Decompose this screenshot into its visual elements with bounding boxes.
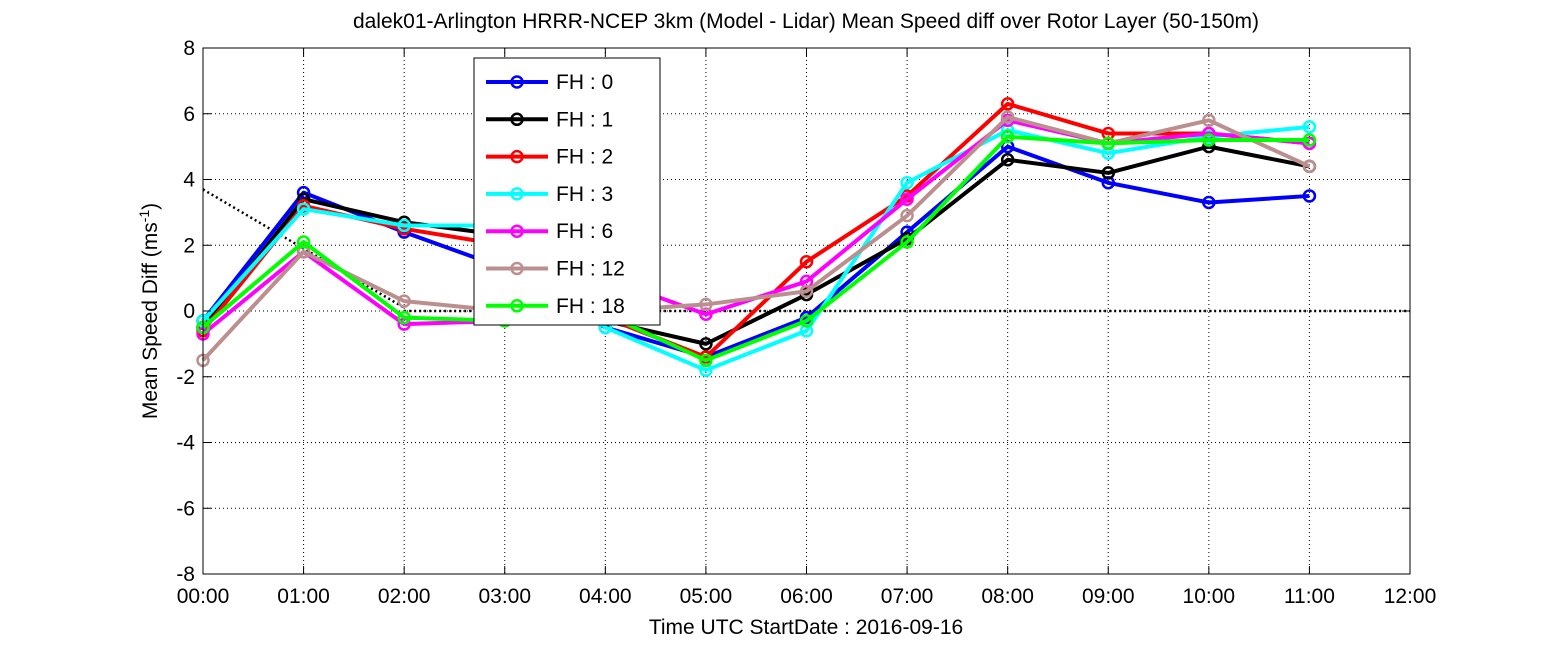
legend-marker — [510, 224, 524, 238]
x-tick-label: 11:00 — [1284, 585, 1335, 608]
series-line — [201, 134, 1310, 363]
legend-marker — [510, 187, 524, 201]
x-axis-label: Time UTC StartDate : 2016-09-16 — [649, 616, 963, 639]
y-tick-label: 4 — [183, 169, 195, 192]
series-line — [201, 144, 1310, 346]
data-point — [900, 192, 914, 206]
data-point — [1101, 136, 1115, 151]
x-tick-label: 10:00 — [1183, 585, 1236, 608]
data-point — [699, 337, 713, 351]
legend-marker — [510, 299, 524, 313]
y-axis-label-main: Mean Speed Diff (ms — [139, 222, 162, 419]
legend-label: FH : 3 — [556, 183, 613, 206]
x-tick-label: 03:00 — [478, 585, 531, 608]
data-point — [900, 235, 914, 249]
y-tick-label: -4 — [176, 432, 195, 455]
y-tick-label: -8 — [176, 563, 195, 586]
data-point — [1202, 113, 1216, 128]
data-point — [397, 218, 411, 233]
data-point — [1302, 189, 1317, 203]
data-point — [1000, 110, 1015, 124]
legend-label: FH : 12 — [556, 258, 625, 281]
data-point — [799, 254, 814, 269]
series-line — [201, 124, 1310, 373]
data-point — [699, 297, 713, 312]
chart-title: dalek01-Arlington HRRR-NCEP 3km (Model -… — [353, 10, 1259, 33]
legend-label: FH : 6 — [556, 220, 613, 243]
x-tick-label: 09:00 — [1082, 585, 1135, 608]
y-tick-label: 2 — [183, 234, 195, 257]
y-tick-label: 6 — [183, 103, 195, 126]
data-point — [296, 202, 311, 216]
y-tick-label: -6 — [176, 497, 195, 520]
x-tick-label: 02:00 — [378, 585, 431, 608]
data-point — [296, 235, 311, 249]
y-tick-label: 8 — [183, 37, 195, 60]
data-point — [799, 314, 814, 328]
data-point — [1302, 159, 1317, 174]
legend-marker — [510, 149, 524, 164]
data-point — [900, 176, 914, 190]
data-point — [1101, 166, 1115, 180]
legend-label: FH : 1 — [556, 108, 613, 131]
legend-label: FH : 0 — [556, 71, 613, 94]
data-point — [799, 284, 814, 299]
data-point — [1202, 195, 1216, 210]
legend-label: FH : 18 — [556, 295, 625, 318]
legend-marker — [510, 261, 524, 276]
x-tick-label: 08:00 — [981, 585, 1034, 608]
series-line — [201, 101, 1310, 360]
data-point — [1000, 97, 1015, 111]
x-tick-label: 01:00 — [277, 585, 330, 608]
data-point — [1202, 133, 1216, 147]
data-point — [1302, 120, 1317, 134]
x-tick-label: 00:00 — [177, 585, 230, 608]
data-point — [397, 294, 411, 308]
series-line — [201, 115, 1311, 362]
legend: FH : 0 FH : 1 FH : 2 FH : 3 FH : 6 FH : 12 FH … — [473, 57, 661, 326]
x-tick-label: 12:00 — [1384, 585, 1437, 608]
legend-label: FH : 2 — [556, 146, 613, 169]
data-point — [397, 310, 411, 325]
data-point — [1302, 133, 1317, 147]
data-point — [1000, 153, 1015, 167]
y-axis-label-superscript: -1 — [136, 210, 152, 223]
y-tick-label: 0 — [183, 300, 195, 323]
data-point — [1000, 130, 1015, 144]
x-tick-label: 07:00 — [881, 585, 934, 608]
x-tick-label: 05:00 — [680, 585, 733, 608]
x-tick-label: 04:00 — [579, 585, 632, 608]
y-axis-label: Mean Speed Diff (ms-1) — [136, 203, 162, 419]
legend-marker — [510, 112, 524, 127]
series-6 — [196, 130, 1317, 368]
y-axis-label-close: ) — [139, 203, 162, 210]
data-point — [900, 208, 914, 223]
data-point — [699, 353, 713, 368]
y-tick-label: -2 — [176, 366, 195, 389]
axis-ticks: 00:00 01:00 02:00 03:00 04:00 05:00 06:00 07:00… — [176, 37, 1436, 608]
legend-box — [473, 57, 661, 326]
data-series — [196, 97, 1317, 377]
x-tick-label: 06:00 — [780, 585, 833, 608]
legend-marker — [510, 75, 524, 89]
